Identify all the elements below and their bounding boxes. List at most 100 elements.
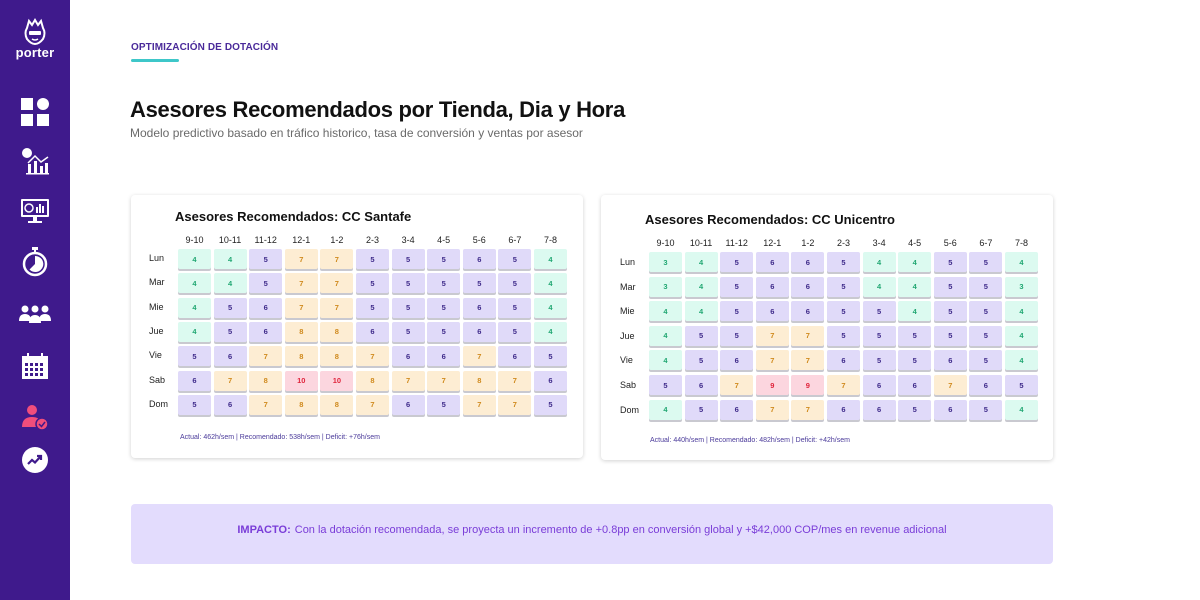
heatmap-cell[interactable]: 4 — [684, 301, 718, 322]
heatmap-cell[interactable]: 5 — [391, 321, 425, 342]
heatmap-cell[interactable]: 4 — [178, 249, 211, 269]
heatmap-cell[interactable]: 5 — [933, 325, 967, 346]
heatmap-cell[interactable]: 6 — [427, 346, 461, 367]
heatmap-cell[interactable]: 5 — [969, 252, 1003, 272]
heatmap-cell[interactable]: 8 — [462, 370, 496, 391]
heatmap-cell[interactable]: 5 — [933, 276, 967, 297]
heatmap-cell[interactable]: 5 — [827, 276, 860, 297]
heatmap-cell[interactable]: 4 — [178, 273, 211, 294]
heatmap-cell[interactable]: 5 — [213, 297, 247, 318]
monitor-report-icon[interactable] — [19, 195, 51, 227]
heatmap-cell[interactable]: 8 — [320, 321, 354, 342]
heatmap-cell[interactable]: 4 — [684, 252, 718, 272]
heatmap-cell[interactable]: 7 — [462, 346, 496, 367]
heatmap-cell[interactable]: 5 — [498, 297, 532, 318]
heatmap-cell[interactable]: 8 — [249, 370, 283, 391]
heatmap-cell[interactable]: 7 — [249, 346, 283, 367]
heatmap-cell[interactable]: 5 — [498, 321, 532, 342]
heatmap-cell[interactable]: 7 — [827, 375, 860, 395]
heatmap-cell[interactable]: 5 — [933, 252, 967, 272]
heatmap-cell[interactable]: 6 — [862, 375, 896, 395]
heatmap-cell[interactable]: 4 — [178, 297, 211, 318]
heatmap-cell[interactable]: 7 — [755, 350, 789, 371]
trend-up-icon[interactable] — [19, 444, 51, 476]
heatmap-cell[interactable]: 5 — [427, 273, 461, 294]
porter-logo[interactable]: porter — [0, 18, 70, 60]
heatmap-cell[interactable]: 7 — [498, 394, 532, 415]
heatmap-cell[interactable]: 5 — [862, 325, 896, 346]
heatmap-cell[interactable]: 5 — [534, 394, 567, 415]
heatmap-cell[interactable]: 7 — [791, 325, 825, 346]
heatmap-cell[interactable]: 7 — [320, 297, 354, 318]
heatmap-cell[interactable]: 6 — [755, 301, 789, 322]
heatmap-cell[interactable]: 4 — [534, 249, 567, 269]
heatmap-cell[interactable]: 6 — [391, 394, 425, 415]
heatmap-cell[interactable]: 5 — [649, 375, 682, 395]
dashboard-grid-icon[interactable] — [19, 96, 51, 128]
analytics-chart-icon[interactable] — [19, 145, 51, 177]
heatmap-cell[interactable]: 5 — [498, 273, 532, 294]
heatmap-cell[interactable]: 5 — [427, 249, 461, 269]
heatmap-cell[interactable]: 5 — [898, 399, 932, 420]
heatmap-cell[interactable]: 5 — [427, 297, 461, 318]
heatmap-cell[interactable]: 6 — [356, 321, 389, 342]
heatmap-cell[interactable]: 4 — [898, 301, 932, 322]
heatmap-cell[interactable]: 4 — [1005, 350, 1038, 371]
heatmap-cell[interactable]: 5 — [969, 399, 1003, 420]
heatmap-cell[interactable]: 8 — [284, 394, 318, 415]
heatmap-cell[interactable]: 5 — [249, 249, 283, 269]
heatmap-cell[interactable]: 4 — [1005, 399, 1038, 420]
heatmap-cell[interactable]: 5 — [969, 325, 1003, 346]
heatmap-cell[interactable]: 9 — [755, 375, 789, 395]
heatmap-cell[interactable]: 7 — [427, 370, 461, 391]
heatmap-cell[interactable]: 6 — [862, 399, 896, 420]
heatmap-cell[interactable]: 5 — [898, 350, 932, 371]
heatmap-cell[interactable]: 5 — [391, 297, 425, 318]
heatmap-cell[interactable]: 5 — [249, 273, 283, 294]
heatmap-cell[interactable]: 6 — [791, 301, 825, 322]
heatmap-cell[interactable]: 7 — [213, 370, 247, 391]
heatmap-cell[interactable]: 5 — [684, 325, 718, 346]
heatmap-cell[interactable]: 5 — [720, 301, 754, 322]
heatmap-cell[interactable]: 4 — [1005, 252, 1038, 272]
heatmap-cell[interactable]: 4 — [534, 273, 567, 294]
heatmap-cell[interactable]: 7 — [791, 399, 825, 420]
heatmap-cell[interactable]: 5 — [720, 325, 754, 346]
heatmap-cell[interactable]: 4 — [649, 399, 682, 420]
heatmap-cell[interactable]: 5 — [827, 301, 860, 322]
heatmap-cell[interactable]: 4 — [898, 276, 932, 297]
heatmap-cell[interactable]: 7 — [320, 249, 354, 269]
heatmap-cell[interactable]: 7 — [462, 394, 496, 415]
heatmap-cell[interactable]: 6 — [391, 346, 425, 367]
heatmap-cell[interactable]: 4 — [862, 252, 896, 272]
heatmap-cell[interactable]: 5 — [1005, 375, 1038, 395]
heatmap-cell[interactable]: 7 — [320, 273, 354, 294]
heatmap-cell[interactable]: 6 — [827, 350, 860, 371]
heatmap-cell[interactable]: 6 — [969, 375, 1003, 395]
heatmap-cell[interactable]: 5 — [356, 249, 389, 269]
heatmap-cell[interactable]: 5 — [356, 273, 389, 294]
heatmap-cell[interactable]: 5 — [969, 350, 1003, 371]
heatmap-cell[interactable]: 6 — [498, 346, 532, 367]
heatmap-cell[interactable]: 7 — [356, 346, 389, 367]
heatmap-cell[interactable]: 6 — [684, 375, 718, 395]
stopwatch-icon[interactable] — [19, 246, 51, 278]
heatmap-cell[interactable]: 7 — [249, 394, 283, 415]
heatmap-cell[interactable]: 5 — [827, 325, 860, 346]
heatmap-cell[interactable]: 6 — [249, 297, 283, 318]
heatmap-cell[interactable]: 5 — [178, 394, 211, 415]
heatmap-cell[interactable]: 6 — [534, 370, 567, 391]
heatmap-cell[interactable]: 7 — [284, 297, 318, 318]
heatmap-cell[interactable]: 7 — [498, 370, 532, 391]
team-users-icon[interactable] — [19, 298, 51, 330]
heatmap-cell[interactable]: 9 — [791, 375, 825, 395]
heatmap-cell[interactable]: 7 — [284, 249, 318, 269]
heatmap-cell[interactable]: 5 — [898, 325, 932, 346]
heatmap-cell[interactable]: 4 — [534, 297, 567, 318]
heatmap-cell[interactable]: 6 — [213, 394, 247, 415]
heatmap-cell[interactable]: 10 — [284, 370, 318, 391]
heatmap-cell[interactable]: 5 — [356, 297, 389, 318]
heatmap-cell[interactable]: 5 — [684, 399, 718, 420]
user-check-icon[interactable] — [19, 401, 51, 433]
heatmap-cell[interactable]: 5 — [462, 273, 496, 294]
